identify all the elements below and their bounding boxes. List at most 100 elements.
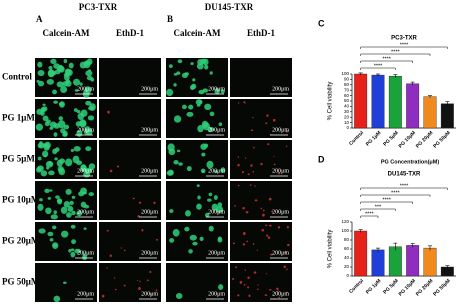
x-tick-label: PG 20μM [415,278,434,297]
cell [264,294,268,297]
cell [278,296,280,299]
cell [232,242,236,245]
micrograph [166,222,228,261]
cell [213,195,218,200]
cell [192,241,198,246]
cell [74,248,81,254]
panel-label: C [318,18,325,28]
cell [85,146,92,152]
significance-bracket [360,187,448,190]
cell [209,111,215,117]
cell [109,254,112,258]
cell [269,289,272,291]
cell [277,226,281,229]
y-tick-label: 40 [344,104,350,109]
cell [84,126,91,134]
cell [83,191,87,195]
significance-bracket [360,201,413,204]
cell [52,242,59,250]
micrograph [35,181,97,220]
x-tick-label: PG 20μM [415,130,434,149]
bar [423,96,437,129]
cell [250,164,253,167]
cell [46,166,50,170]
bar [406,245,420,277]
cell [200,143,208,150]
cell [181,72,188,79]
cell [178,162,183,166]
cell [138,201,142,204]
cell [65,69,73,77]
significance-bracket [360,208,396,211]
cell [45,160,54,168]
cell [106,267,108,269]
cell [63,281,67,285]
cell [52,148,58,155]
cell [248,294,251,297]
cell [63,201,70,208]
cell [188,104,194,110]
scale-bar-label: 200μm [141,250,158,256]
panel-label: D [318,154,325,164]
scale-bar-label: 200μm [77,86,94,92]
cell [177,59,183,64]
cell [265,122,268,125]
cell [267,143,270,146]
cell [60,206,68,214]
cell [245,157,247,159]
significance-label: **** [365,211,374,217]
cell [181,104,187,110]
cell [196,203,202,210]
cell [53,210,57,215]
row-label: PG 20μM [2,236,40,246]
cell [83,227,87,230]
cell [70,248,75,252]
cell [150,293,153,296]
cell [106,229,109,232]
panel: B DU145-TXR Calcein-AM EthD-1 200μm 200μm 200μ… [166,2,292,302]
cell [265,224,268,227]
cell [87,115,95,121]
bar [354,230,368,277]
cell [69,200,74,206]
cell [189,84,195,91]
row-label: PG 1μM [2,113,35,123]
x-tick-label: PG 10μM [398,278,417,297]
cell [201,170,205,174]
cell [277,171,281,175]
significance-label: **** [382,56,391,62]
scale-bar-label: 200μm [272,250,289,256]
cell [198,89,205,95]
significance-label: *** [375,204,382,210]
cell [284,251,287,254]
y-tick-label: 0 [346,273,349,278]
cell [136,279,139,281]
cell [261,228,265,232]
micrograph [99,140,161,179]
cell [76,210,83,217]
chart-title: DU145-TXR [388,172,421,178]
cell [72,155,80,164]
cell [146,279,149,282]
micrograph [99,58,161,97]
cell [37,156,42,161]
cell [166,88,174,97]
micrograph [99,222,161,261]
cell [250,129,254,132]
cell [186,111,194,117]
cell [114,288,117,291]
y-axis-label: % Cell viability [328,82,334,121]
cell [271,210,274,213]
cell [287,243,290,247]
cell [237,163,240,167]
cell [196,184,200,188]
cell [220,167,226,173]
cell [37,70,45,77]
cell [277,290,279,292]
cell [286,268,288,271]
cell [242,207,245,210]
panel-title: DU145-TXR [205,2,254,12]
cell [65,188,72,195]
cell [37,61,43,68]
y-axis-label: % Cell viability [328,230,334,269]
